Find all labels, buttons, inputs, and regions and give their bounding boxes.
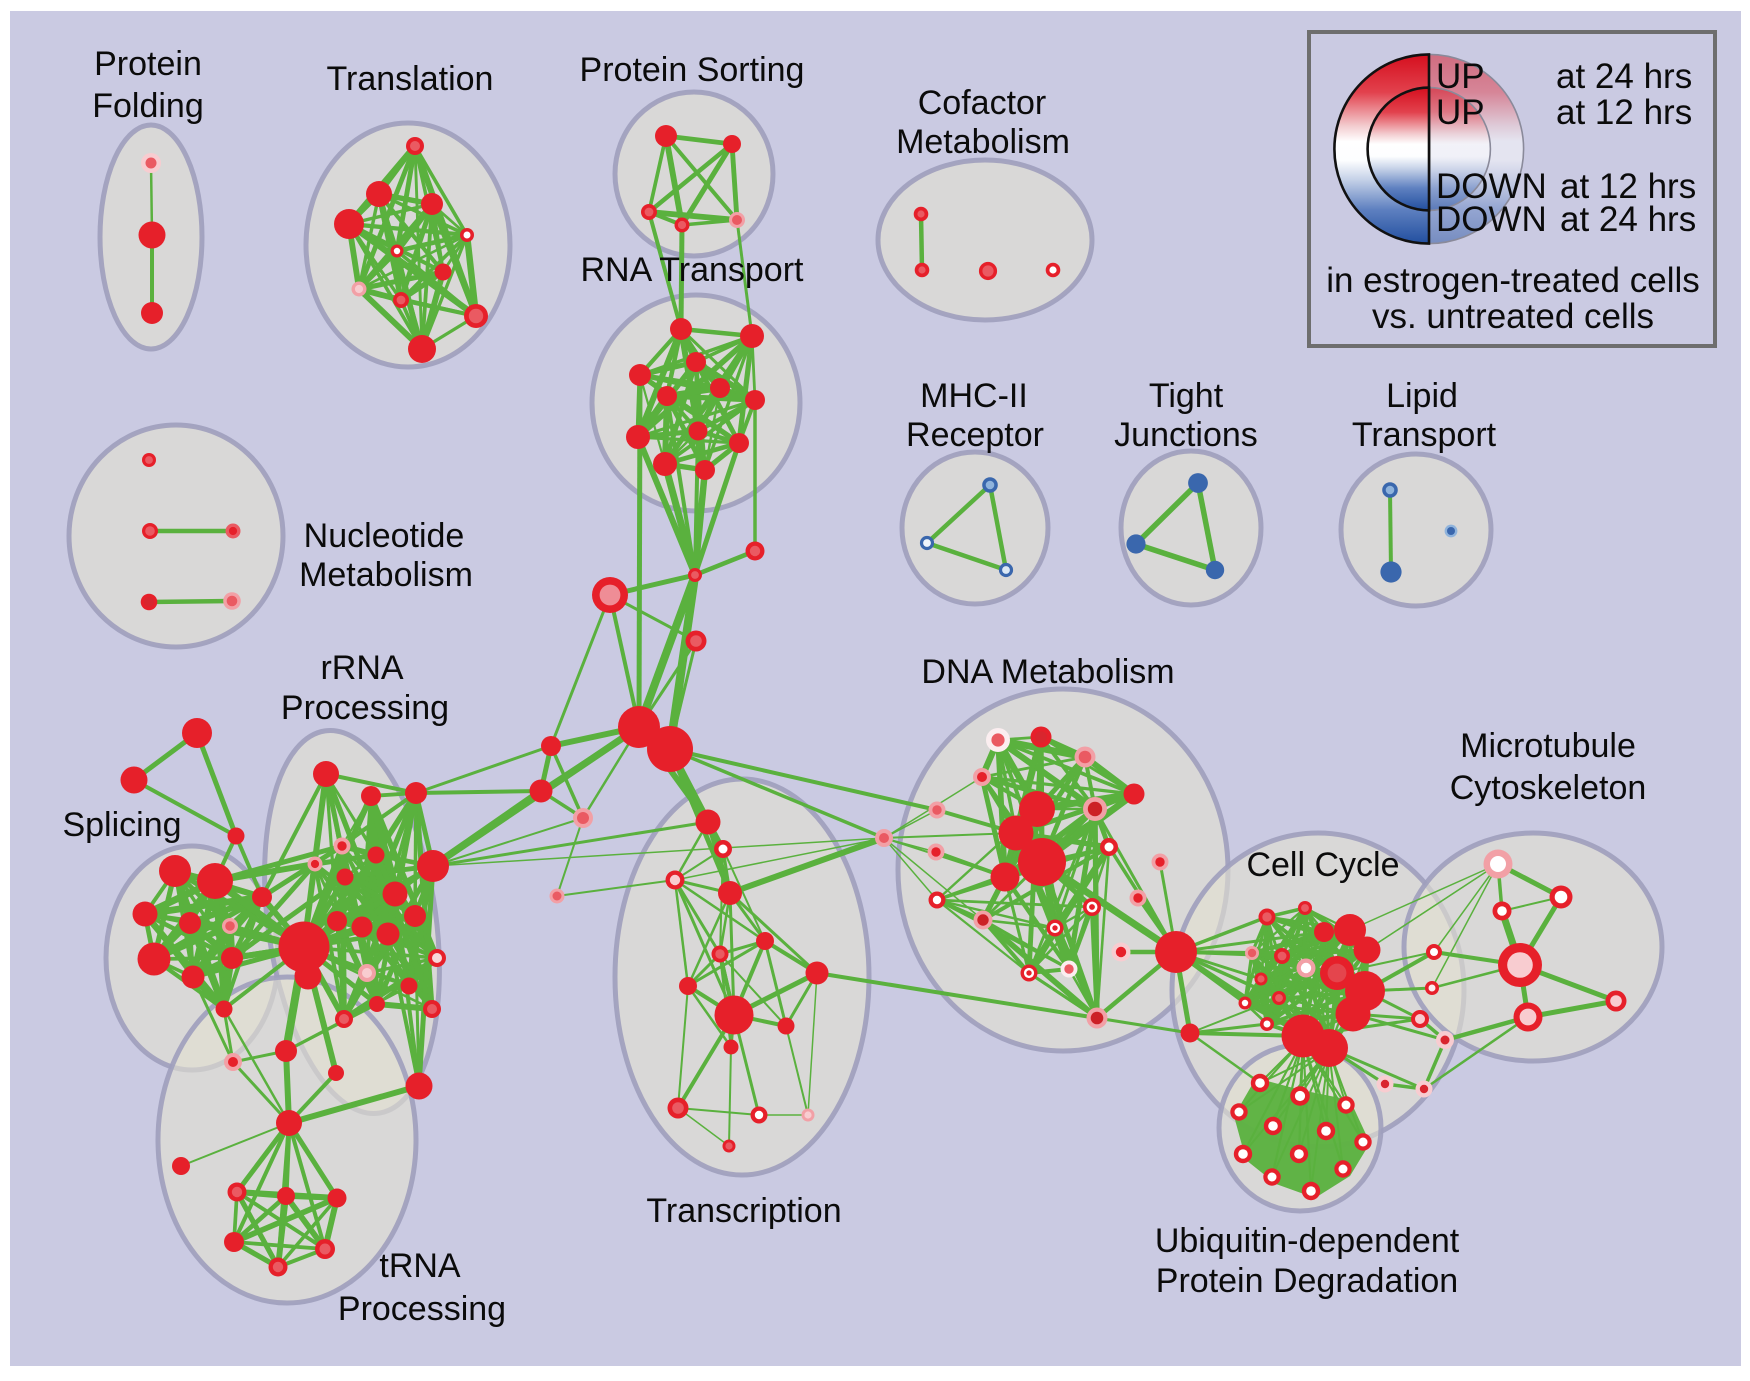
- svg-text:Tight: Tight: [1149, 377, 1224, 415]
- svg-text:Protein Sorting: Protein Sorting: [580, 51, 805, 89]
- svg-text:Junctions: Junctions: [1114, 416, 1258, 454]
- svg-text:rRNA: rRNA: [320, 649, 403, 687]
- svg-text:Processing: Processing: [338, 1290, 506, 1328]
- svg-text:Processing: Processing: [281, 689, 449, 727]
- svg-text:Cofactor: Cofactor: [918, 84, 1047, 122]
- svg-text:UP: UP: [1436, 57, 1485, 96]
- svg-text:UP: UP: [1436, 93, 1485, 132]
- svg-text:Protein Degradation: Protein Degradation: [1156, 1262, 1458, 1300]
- svg-text:at 12 hrs: at 12 hrs: [1556, 93, 1692, 132]
- svg-text:Protein: Protein: [94, 45, 202, 83]
- svg-text:at 12 hrs: at 12 hrs: [1560, 167, 1696, 206]
- svg-text:Receptor: Receptor: [906, 416, 1044, 454]
- svg-text:Metabolism: Metabolism: [896, 123, 1070, 161]
- svg-text:Microtubule: Microtubule: [1460, 727, 1636, 765]
- svg-text:DNA Metabolism: DNA Metabolism: [921, 653, 1174, 691]
- svg-text:Ubiquitin-dependent: Ubiquitin-dependent: [1155, 1222, 1460, 1260]
- svg-text:at 24 hrs: at 24 hrs: [1556, 57, 1692, 96]
- svg-text:Translation: Translation: [327, 60, 494, 98]
- svg-text:DOWN: DOWN: [1436, 200, 1547, 239]
- svg-text:Cytoskeleton: Cytoskeleton: [1450, 769, 1647, 807]
- svg-text:tRNA: tRNA: [379, 1247, 461, 1285]
- svg-text:in estrogen-treated cells: in estrogen-treated cells: [1326, 261, 1700, 300]
- svg-text:at 24 hrs: at 24 hrs: [1560, 200, 1696, 239]
- svg-text:Cell Cycle: Cell Cycle: [1246, 846, 1399, 884]
- svg-text:RNA Transport: RNA Transport: [581, 251, 805, 289]
- svg-text:Lipid: Lipid: [1386, 377, 1458, 415]
- svg-text:vs. untreated cells: vs. untreated cells: [1372, 297, 1654, 336]
- svg-text:Transcription: Transcription: [646, 1192, 841, 1230]
- svg-text:Transport: Transport: [1352, 416, 1497, 454]
- svg-text:DOWN: DOWN: [1436, 167, 1547, 206]
- svg-text:Metabolism: Metabolism: [299, 556, 473, 594]
- svg-text:Nucleotide: Nucleotide: [304, 517, 465, 555]
- svg-text:MHC-II: MHC-II: [920, 377, 1028, 415]
- svg-text:Splicing: Splicing: [62, 806, 181, 844]
- svg-text:Folding: Folding: [92, 87, 204, 125]
